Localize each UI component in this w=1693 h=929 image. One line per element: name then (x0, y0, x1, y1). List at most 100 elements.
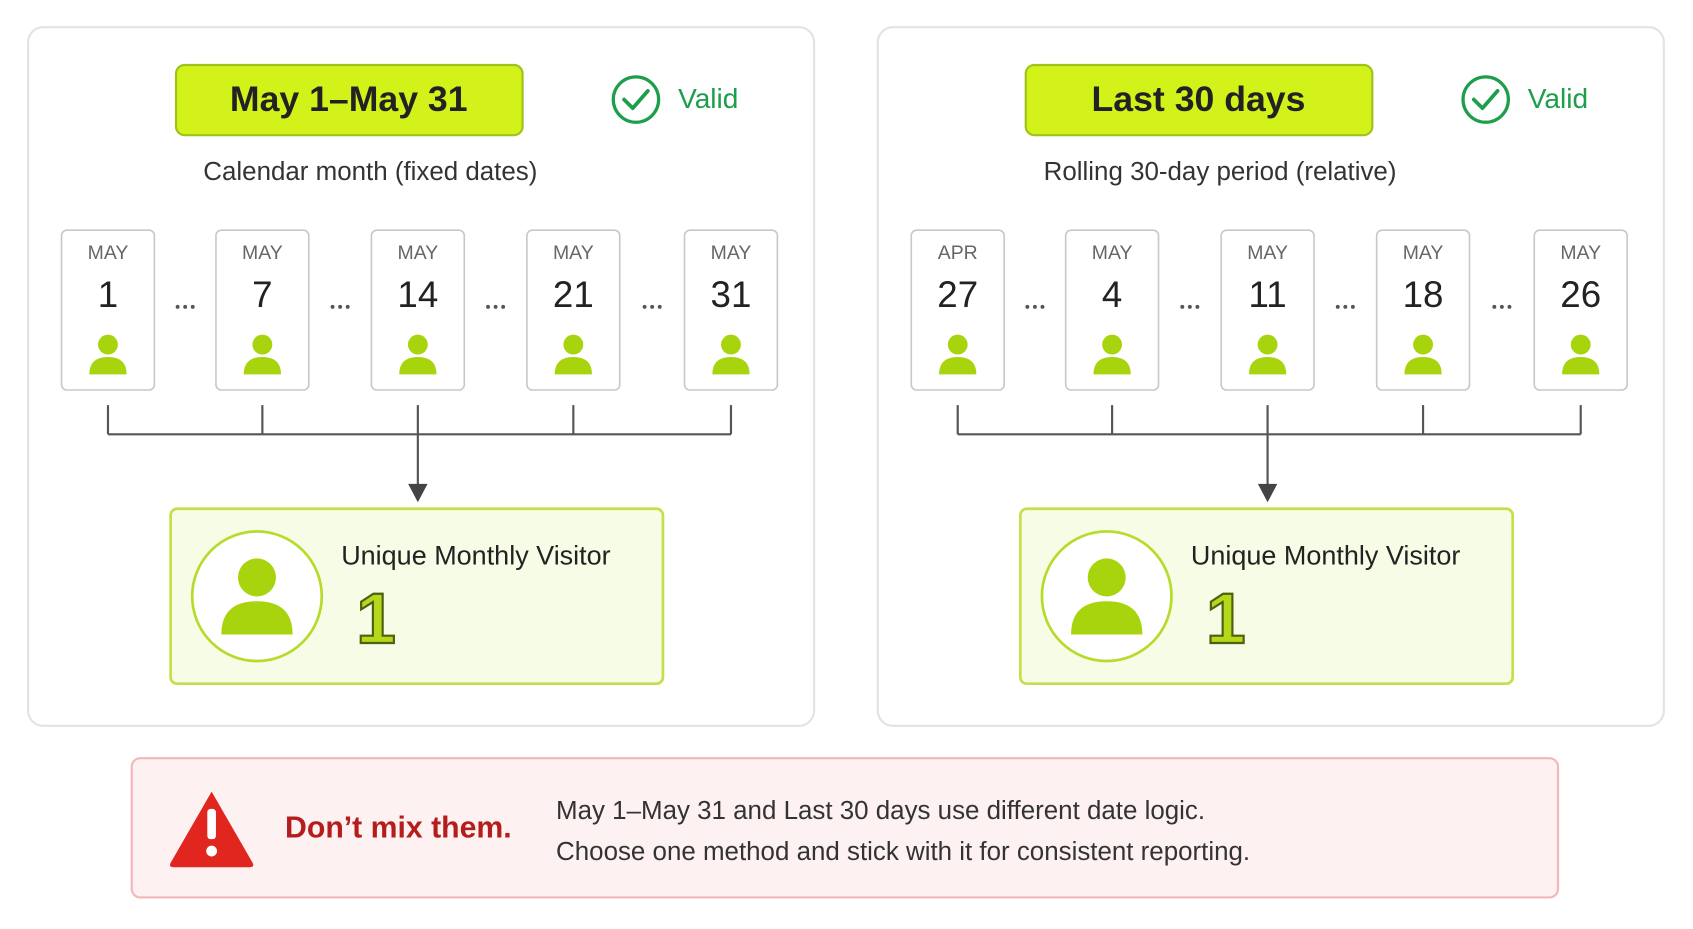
person-icon (1248, 334, 1287, 375)
result-value: 1 (1206, 579, 1246, 659)
day-card (370, 229, 466, 391)
ellipsis-dot (183, 304, 188, 309)
ellipsis-dot (642, 304, 647, 309)
day-card (1220, 229, 1315, 391)
warning-icon (169, 791, 254, 868)
day-number: 1 (98, 274, 118, 315)
day-month: MAY (398, 242, 439, 264)
person-body (221, 601, 293, 635)
ellipsis-dot (330, 304, 335, 309)
day-number: 21 (553, 274, 594, 315)
check-circle (1461, 75, 1510, 124)
person-head (252, 334, 273, 355)
day-card (1533, 229, 1628, 391)
person-icon (243, 334, 281, 375)
ellipsis-dot (1492, 304, 1497, 309)
warning-line: May 1–May 31 and Last 30 days use differ… (556, 797, 1205, 825)
person-head (721, 334, 741, 355)
person-body (1248, 357, 1287, 375)
status: Valid (678, 83, 738, 114)
ellipsis-dot (1507, 304, 1512, 309)
day-card (683, 229, 779, 391)
ellipsis-dot (650, 304, 655, 309)
day-month: MAY (1403, 242, 1444, 264)
day-month: MAY (1560, 242, 1601, 264)
day-month: MAY (88, 242, 129, 264)
person-body (399, 357, 437, 375)
person-body (243, 357, 281, 375)
day-number: 31 (711, 274, 752, 315)
ellipsis-dot (1187, 304, 1192, 309)
person-body (1404, 357, 1442, 375)
ellipsis-dot (1025, 304, 1030, 309)
day-card (526, 229, 621, 391)
ellipsis-dot (1499, 304, 1504, 309)
person-icon (399, 334, 437, 375)
person-head (1102, 334, 1123, 355)
ellipsis-dot (493, 304, 498, 309)
check-mark (1471, 89, 1500, 111)
person-body (712, 357, 750, 375)
day-month: MAY (1092, 242, 1133, 264)
check-mark (622, 89, 650, 111)
caption: Calendar month (fixed dates) (203, 158, 537, 186)
ellipsis-dot (345, 304, 350, 309)
person-icon (554, 334, 592, 375)
day-number: 4 (1102, 274, 1122, 315)
day-card (910, 229, 1005, 391)
check-circle (611, 75, 661, 124)
day-month: MAY (242, 242, 283, 264)
ellipsis-dot (1040, 304, 1045, 309)
day-number: 11 (1249, 274, 1287, 315)
person-icon (1093, 334, 1131, 375)
period-label: May 1–May 31 (230, 79, 468, 119)
period-label: Last 30 days (1092, 79, 1306, 119)
person-icon (939, 334, 977, 375)
person-head (1413, 334, 1434, 355)
ellipsis-dot (1343, 304, 1348, 309)
person-head (1257, 334, 1278, 355)
person-head (563, 334, 584, 355)
person-head (1570, 334, 1591, 355)
person-body (939, 357, 977, 375)
ellipsis-dot (1032, 304, 1037, 309)
day-number: 18 (1403, 274, 1444, 315)
person-head (237, 558, 276, 597)
warning-box (130, 757, 1560, 899)
day-month: MAY (1247, 242, 1288, 264)
person-body (1071, 601, 1143, 635)
person-body (1093, 357, 1131, 375)
person-head (98, 334, 118, 355)
ellipsis-dot (190, 304, 195, 309)
ellipsis-dot (501, 304, 506, 309)
day-month: APR (938, 242, 978, 264)
person-head (947, 334, 968, 355)
person-icon (1404, 334, 1442, 375)
period-pill (174, 63, 524, 137)
warning-title: Don’t mix them. (285, 811, 512, 844)
day-number: 7 (252, 274, 272, 315)
person-icon (712, 334, 750, 375)
result-label: Unique Monthly Visitor (1191, 540, 1460, 570)
person-body (1562, 357, 1600, 375)
person-head (407, 334, 428, 355)
day-number: 27 (937, 274, 978, 315)
ellipsis-dot (1180, 304, 1185, 309)
day-number: 26 (1560, 274, 1601, 315)
caption: Rolling 30-day period (relative) (1044, 158, 1397, 186)
person-head (1087, 558, 1126, 597)
person-icon (1562, 334, 1600, 375)
day-number: 14 (397, 274, 438, 315)
arrow-head (408, 483, 428, 503)
person-body (89, 357, 127, 375)
ellipsis-dot (1350, 304, 1355, 309)
ellipsis-dot (175, 304, 180, 309)
result-label: Unique Monthly Visitor (341, 540, 610, 570)
arrow-head (1257, 483, 1278, 503)
day-card (1064, 229, 1160, 391)
result-value: 1 (356, 579, 396, 659)
day-card (60, 229, 156, 391)
person-icon (89, 334, 127, 375)
person-icon (221, 558, 293, 635)
